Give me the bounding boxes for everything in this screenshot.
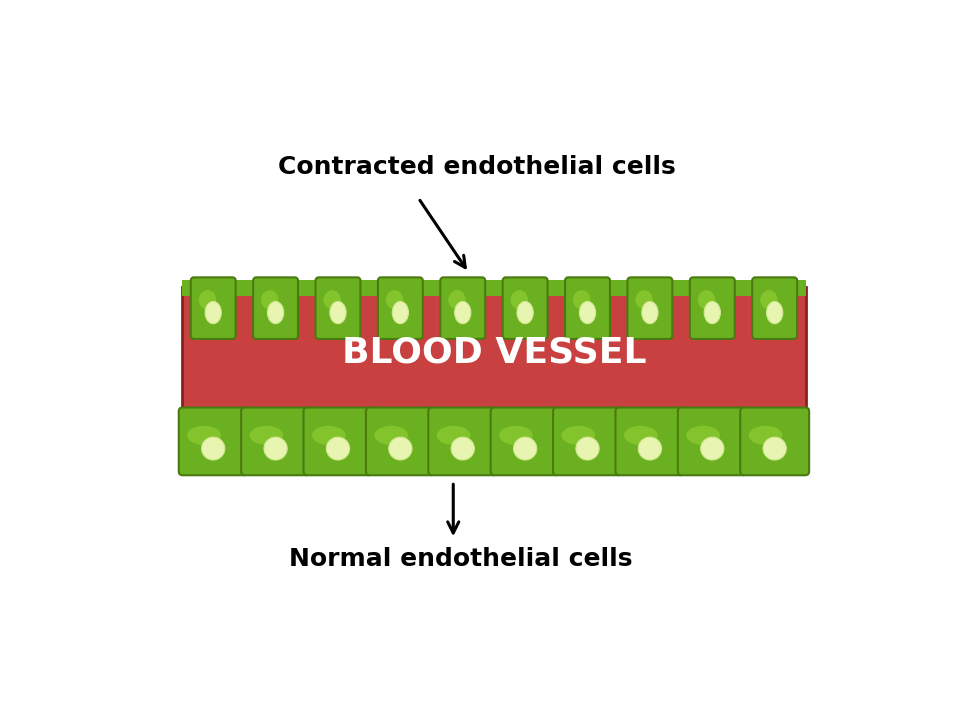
- FancyBboxPatch shape: [191, 277, 235, 339]
- Ellipse shape: [636, 290, 653, 310]
- Ellipse shape: [393, 302, 408, 324]
- FancyBboxPatch shape: [179, 408, 248, 475]
- Ellipse shape: [374, 426, 408, 445]
- FancyBboxPatch shape: [253, 277, 298, 339]
- FancyBboxPatch shape: [303, 408, 372, 475]
- Bar: [182, 280, 805, 296]
- FancyBboxPatch shape: [491, 408, 560, 475]
- Ellipse shape: [766, 302, 782, 324]
- Ellipse shape: [701, 437, 724, 460]
- Bar: [182, 408, 805, 423]
- FancyBboxPatch shape: [428, 408, 497, 475]
- Ellipse shape: [642, 302, 658, 324]
- FancyBboxPatch shape: [441, 277, 485, 339]
- Ellipse shape: [451, 437, 474, 460]
- Ellipse shape: [455, 302, 470, 324]
- FancyBboxPatch shape: [615, 408, 684, 475]
- Ellipse shape: [312, 426, 346, 445]
- Ellipse shape: [517, 302, 533, 324]
- Ellipse shape: [686, 426, 720, 445]
- Text: Normal endothelial cells: Normal endothelial cells: [289, 547, 633, 571]
- FancyBboxPatch shape: [503, 277, 547, 339]
- Text: Contracted endothelial cells: Contracted endothelial cells: [277, 155, 676, 179]
- Ellipse shape: [448, 290, 466, 310]
- Ellipse shape: [264, 437, 287, 460]
- Ellipse shape: [202, 437, 225, 460]
- Ellipse shape: [624, 426, 658, 445]
- Ellipse shape: [511, 290, 528, 310]
- Ellipse shape: [698, 290, 715, 310]
- Bar: [182, 287, 805, 418]
- Ellipse shape: [250, 426, 283, 445]
- Ellipse shape: [205, 302, 222, 324]
- Ellipse shape: [562, 426, 595, 445]
- FancyBboxPatch shape: [378, 277, 422, 339]
- FancyBboxPatch shape: [678, 408, 747, 475]
- FancyBboxPatch shape: [690, 277, 734, 339]
- Ellipse shape: [268, 302, 284, 324]
- Text: BLOOD VESSEL: BLOOD VESSEL: [342, 335, 646, 369]
- Ellipse shape: [576, 437, 599, 460]
- FancyBboxPatch shape: [628, 277, 672, 339]
- Ellipse shape: [437, 426, 470, 445]
- FancyBboxPatch shape: [753, 277, 797, 339]
- Ellipse shape: [261, 290, 278, 310]
- FancyBboxPatch shape: [241, 408, 310, 475]
- FancyBboxPatch shape: [316, 277, 360, 339]
- FancyBboxPatch shape: [366, 408, 435, 475]
- Ellipse shape: [199, 290, 216, 310]
- Ellipse shape: [749, 426, 782, 445]
- FancyBboxPatch shape: [553, 408, 622, 475]
- FancyBboxPatch shape: [565, 277, 610, 339]
- Ellipse shape: [705, 302, 720, 324]
- Ellipse shape: [499, 426, 533, 445]
- Ellipse shape: [514, 437, 537, 460]
- Ellipse shape: [580, 302, 595, 324]
- Ellipse shape: [187, 426, 221, 445]
- FancyBboxPatch shape: [740, 408, 809, 475]
- Ellipse shape: [638, 437, 661, 460]
- Ellipse shape: [573, 290, 590, 310]
- Ellipse shape: [326, 437, 349, 460]
- Ellipse shape: [763, 437, 786, 460]
- Ellipse shape: [386, 290, 403, 310]
- Ellipse shape: [760, 290, 778, 310]
- Ellipse shape: [389, 437, 412, 460]
- Ellipse shape: [324, 290, 341, 310]
- Ellipse shape: [330, 302, 347, 324]
